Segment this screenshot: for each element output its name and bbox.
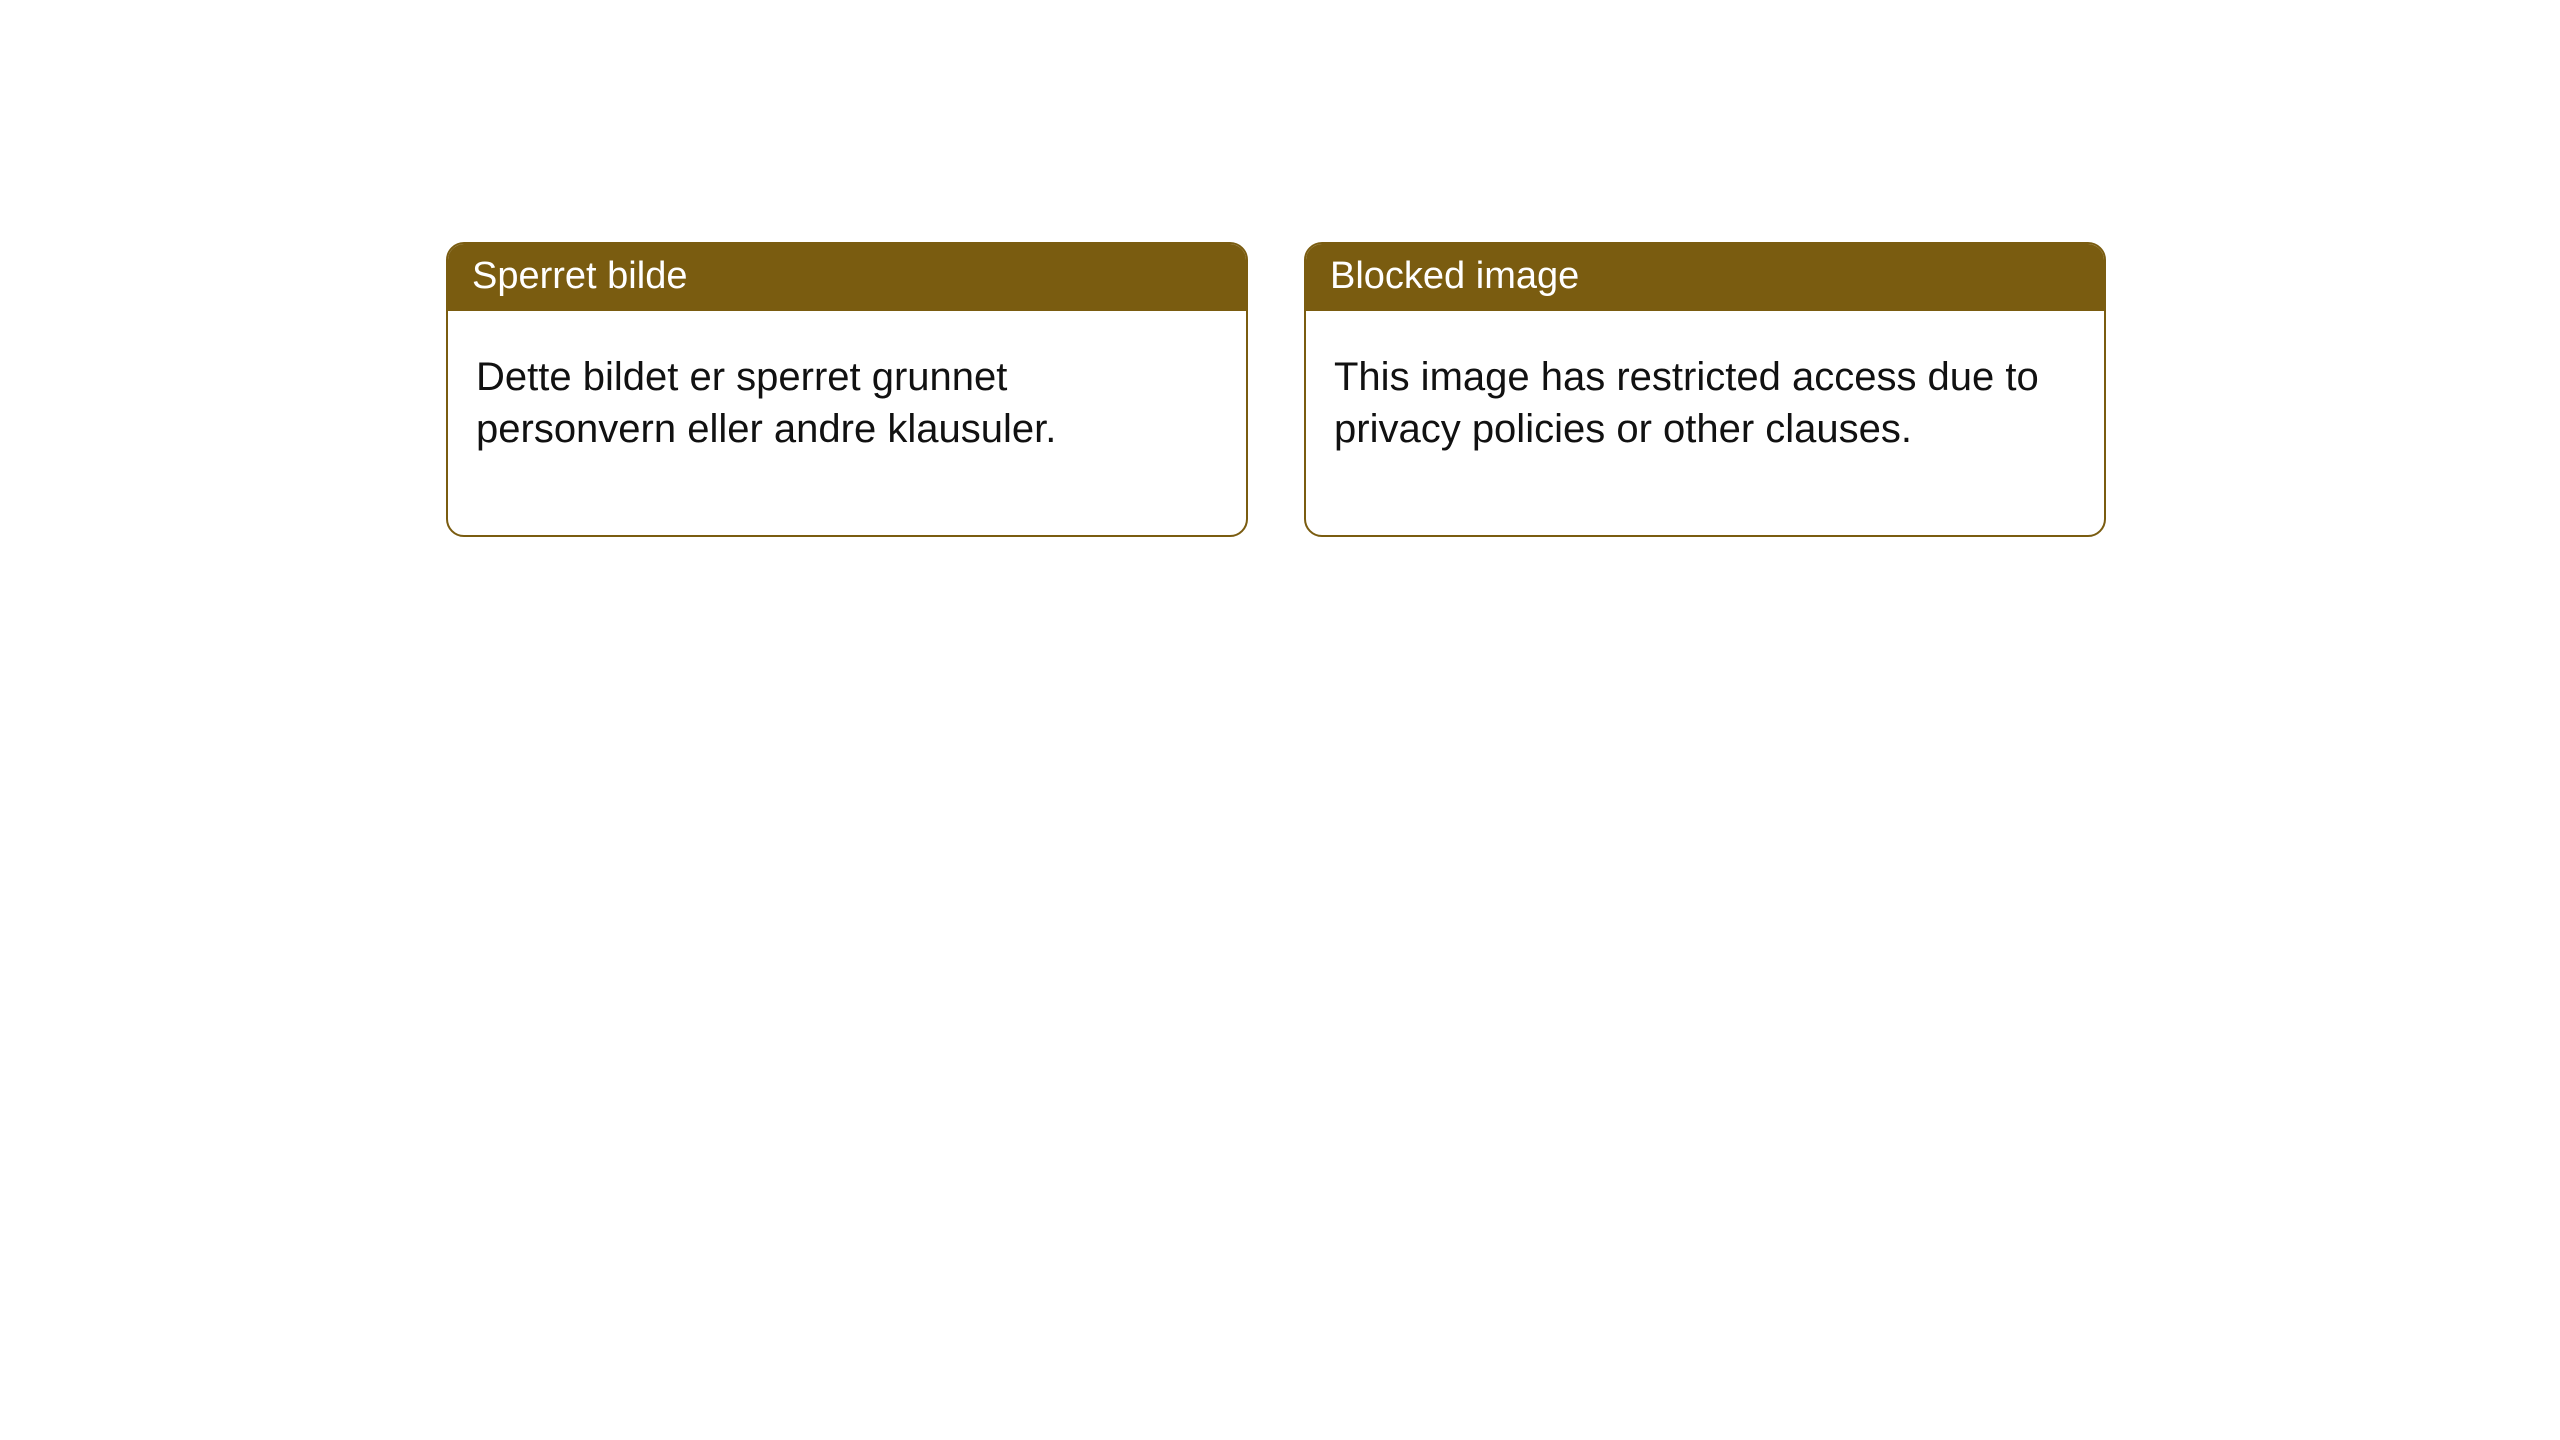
blocked-image-card-no: Sperret bilde Dette bildet er sperret gr… [446, 242, 1248, 537]
notice-cards-row: Sperret bilde Dette bildet er sperret gr… [0, 0, 2560, 537]
card-header-en: Blocked image [1306, 244, 2104, 311]
blocked-image-card-en: Blocked image This image has restricted … [1304, 242, 2106, 537]
card-header-no: Sperret bilde [448, 244, 1246, 311]
card-body-no: Dette bildet er sperret grunnet personve… [448, 311, 1246, 535]
card-body-en: This image has restricted access due to … [1306, 311, 2104, 535]
